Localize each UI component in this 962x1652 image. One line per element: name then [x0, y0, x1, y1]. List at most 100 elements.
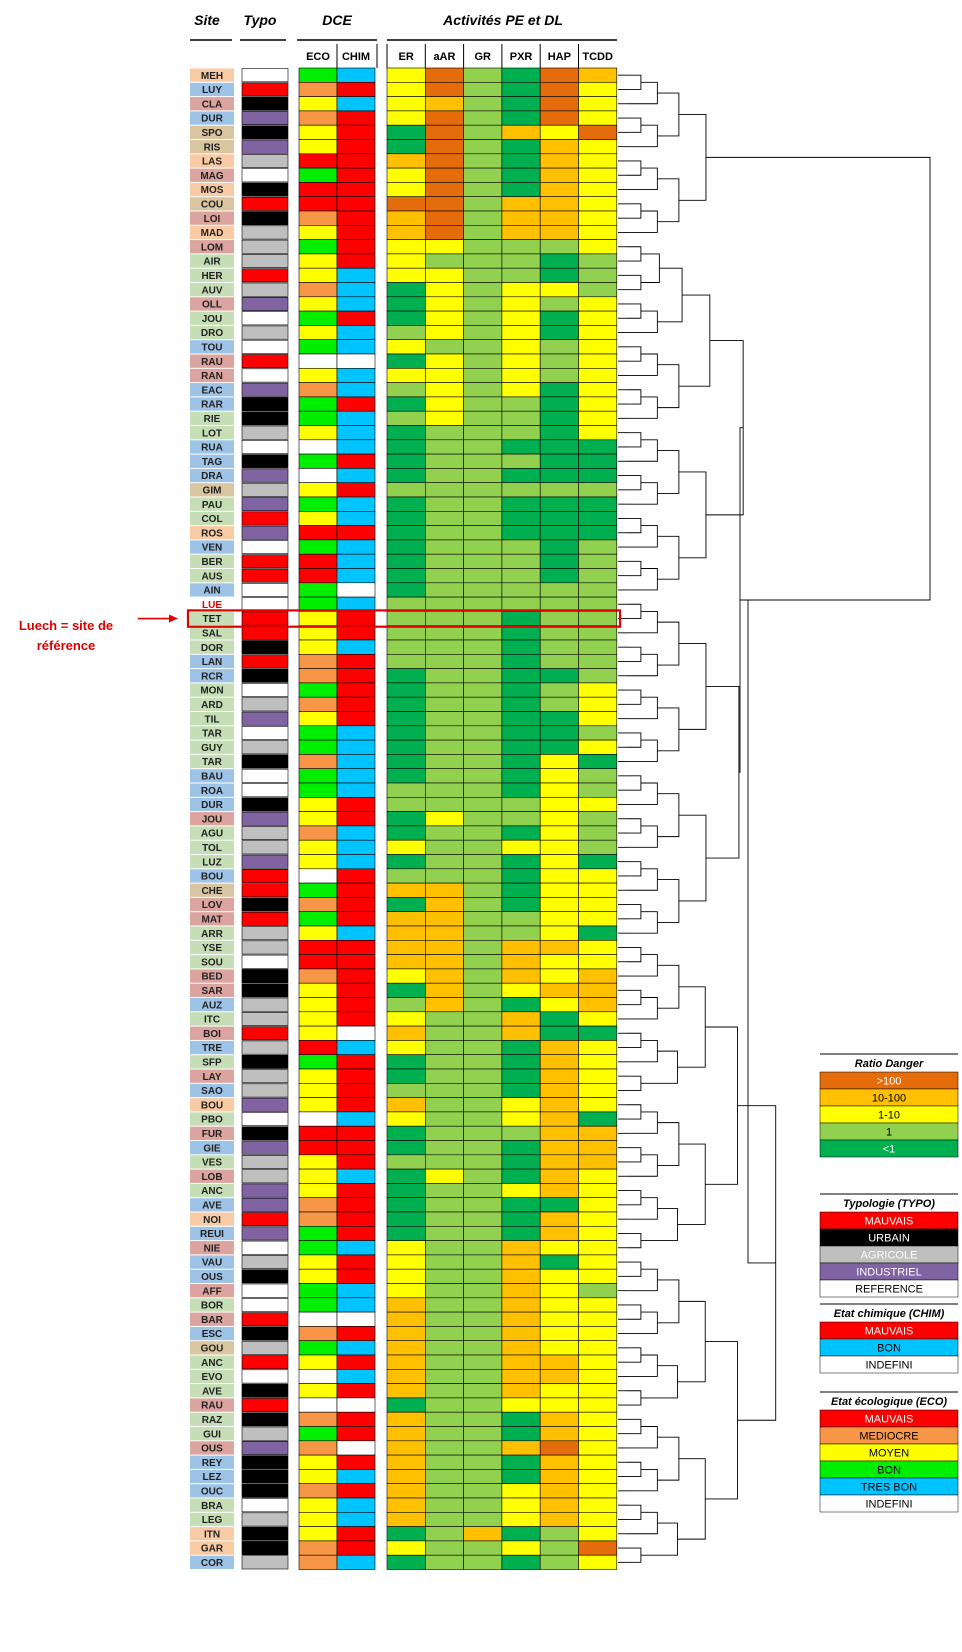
activity-cell-er — [386, 1311, 426, 1327]
activity-cell-hap — [539, 796, 579, 812]
eco-cell — [298, 1526, 338, 1542]
activity-cell-gr — [463, 1426, 503, 1442]
table-row: ANC — [190, 1354, 618, 1370]
site-label: ANC — [201, 1186, 223, 1197]
dendrogram-branch — [627, 432, 642, 448]
activity-cell-tcdd — [578, 539, 618, 555]
site-label: MAG — [200, 171, 224, 182]
activity-cell-aar — [424, 468, 464, 483]
eco-cell — [298, 1140, 338, 1156]
site-label-bg — [190, 1412, 234, 1426]
activity-cell-gr — [463, 639, 503, 655]
chim-cell — [336, 982, 376, 998]
site-label: LEZ — [203, 1472, 222, 1483]
activity-cell-hap — [539, 296, 579, 312]
activity-cell-pxr — [501, 1311, 541, 1327]
activity-cell-tcdd — [578, 453, 618, 469]
activity-cell-aar — [424, 1183, 464, 1199]
dendrogram-branch — [627, 1261, 642, 1277]
activity-cell-gr — [463, 696, 503, 712]
chim-cell — [336, 954, 376, 970]
activity-cell-gr — [463, 1283, 503, 1299]
activity-cell-tcdd — [578, 1154, 618, 1170]
eco-cell — [298, 167, 338, 183]
site-label-bg — [190, 583, 234, 597]
eco-cell — [298, 1411, 338, 1427]
typo-cell — [241, 683, 289, 698]
chim-cell — [336, 339, 376, 355]
activity-cell-pxr — [501, 1197, 541, 1213]
chim-cell — [336, 482, 376, 498]
site-label: CLA — [202, 99, 223, 110]
eco-cell — [298, 1268, 338, 1284]
activity-cell-tcdd — [578, 1497, 618, 1513]
dendrogram-branch — [627, 1426, 658, 1449]
eco-cell — [298, 553, 338, 569]
activity-cell-er — [386, 425, 426, 441]
chim-cell — [336, 754, 376, 770]
dendrogram-branch — [740, 599, 776, 1264]
activity-cell-tcdd — [578, 1426, 618, 1442]
dendrogram — [618, 74, 931, 1563]
activity-cell-tcdd — [578, 1540, 618, 1556]
table-row: DRA — [190, 468, 618, 483]
chim-cell — [336, 210, 376, 226]
typo-cell — [241, 311, 289, 326]
site-label-bg — [190, 1469, 234, 1484]
activity-cell-hap — [539, 1369, 579, 1384]
activity-cell-aar — [424, 1268, 464, 1284]
dendrogram-branch — [657, 450, 680, 494]
typo-cell — [241, 1298, 289, 1312]
activity-cell-tcdd — [578, 1440, 618, 1456]
activity-cell-pxr — [501, 1426, 541, 1442]
activity-cell-aar — [424, 725, 464, 741]
table-row: ROA — [190, 782, 618, 798]
dendrogram-branch — [657, 535, 680, 580]
dendrogram-branch — [627, 989, 642, 1006]
activity-cell-gr — [463, 453, 503, 469]
activity-cell-aar — [424, 782, 464, 798]
site-label: FUR — [202, 1129, 223, 1140]
column-header-tcdd: TCDD — [582, 51, 613, 63]
activity-cell-pxr — [501, 1554, 541, 1570]
activity-cell-er — [386, 1125, 426, 1141]
activity-cell-hap — [539, 82, 579, 97]
site-label: BAR — [201, 1315, 223, 1326]
typo-cell — [241, 768, 289, 783]
activity-cell-er — [386, 653, 426, 669]
activity-cell-aar — [424, 939, 464, 955]
table-row: OUS — [190, 1268, 618, 1284]
chim-cell — [336, 267, 376, 283]
legend-label: INDEFINI — [865, 1499, 912, 1511]
activity-cell-gr — [463, 539, 503, 555]
eco-cell — [298, 253, 338, 269]
site-label: GAR — [201, 1544, 224, 1555]
activity-cell-er — [386, 1526, 426, 1542]
activity-cell-hap — [539, 453, 579, 469]
activity-cell-hap — [539, 96, 579, 112]
activity-cell-gr — [463, 510, 503, 526]
typo-cell — [241, 1455, 289, 1470]
site-label-bg — [190, 1226, 234, 1241]
typo-cell — [241, 1069, 289, 1084]
activity-cell-hap — [539, 925, 579, 941]
activity-cell-hap — [539, 410, 579, 426]
dendrogram-branch — [640, 1522, 678, 1556]
typo-cell — [241, 654, 289, 669]
eco-cell — [298, 925, 338, 941]
table-row: YSE — [190, 939, 618, 955]
site-label: TAR — [202, 729, 223, 740]
activity-cell-gr — [463, 653, 503, 669]
site-label: EVO — [201, 1372, 222, 1383]
activity-cell-hap — [539, 468, 579, 483]
activity-cell-er — [386, 1440, 426, 1456]
site-label-bg — [190, 926, 234, 940]
site-label-bg — [190, 526, 234, 540]
site-label: AIR — [203, 257, 221, 268]
site-label: SPO — [201, 128, 222, 139]
site-label-bg — [190, 554, 234, 568]
activity-cell-gr — [463, 153, 503, 169]
chim-cell — [336, 796, 376, 812]
activity-cell-hap — [539, 825, 579, 841]
